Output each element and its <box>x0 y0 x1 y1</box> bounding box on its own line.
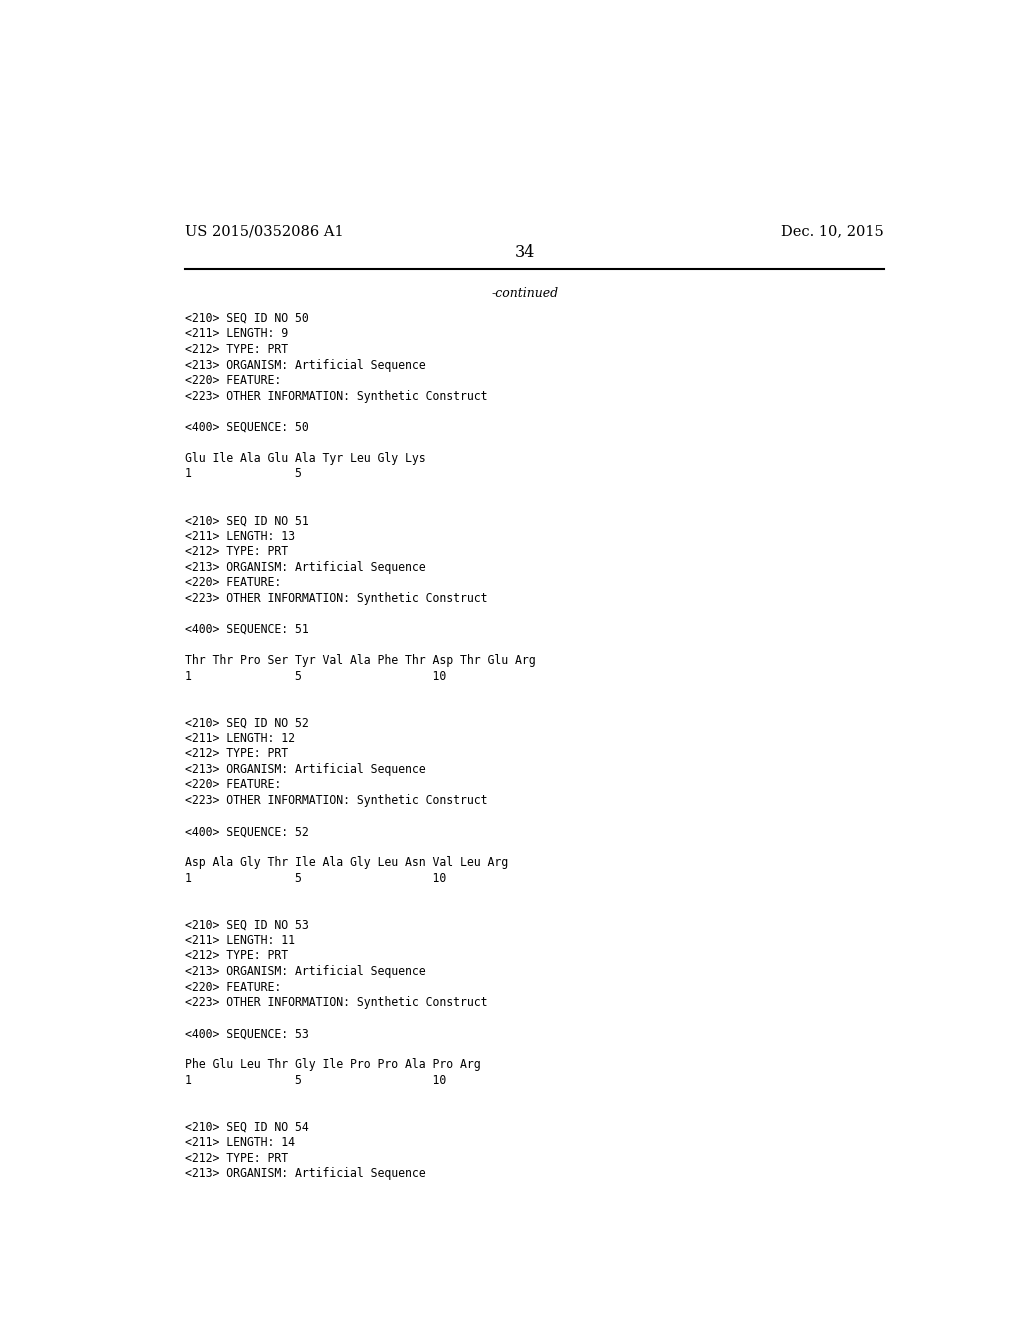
Text: 1               5: 1 5 <box>185 467 302 480</box>
Text: <211> LENGTH: 11: <211> LENGTH: 11 <box>185 935 295 946</box>
Text: <223> OTHER INFORMATION: Synthetic Construct: <223> OTHER INFORMATION: Synthetic Const… <box>185 591 487 605</box>
Text: <213> ORGANISM: Artificial Sequence: <213> ORGANISM: Artificial Sequence <box>185 359 426 371</box>
Text: <220> FEATURE:: <220> FEATURE: <box>185 374 282 387</box>
Text: <212> TYPE: PRT: <212> TYPE: PRT <box>185 343 289 356</box>
Text: <213> ORGANISM: Artificial Sequence: <213> ORGANISM: Artificial Sequence <box>185 1167 426 1180</box>
Text: 1               5                   10: 1 5 10 <box>185 871 446 884</box>
Text: -continued: -continued <box>492 288 558 301</box>
Text: <213> ORGANISM: Artificial Sequence: <213> ORGANISM: Artificial Sequence <box>185 965 426 978</box>
Text: <223> OTHER INFORMATION: Synthetic Construct: <223> OTHER INFORMATION: Synthetic Const… <box>185 997 487 1008</box>
Text: <400> SEQUENCE: 50: <400> SEQUENCE: 50 <box>185 421 309 434</box>
Text: <210> SEQ ID NO 52: <210> SEQ ID NO 52 <box>185 717 309 729</box>
Text: <220> FEATURE:: <220> FEATURE: <box>185 981 282 994</box>
Text: <210> SEQ ID NO 50: <210> SEQ ID NO 50 <box>185 312 309 325</box>
Text: <210> SEQ ID NO 54: <210> SEQ ID NO 54 <box>185 1121 309 1134</box>
Text: <213> ORGANISM: Artificial Sequence: <213> ORGANISM: Artificial Sequence <box>185 763 426 776</box>
Text: <210> SEQ ID NO 53: <210> SEQ ID NO 53 <box>185 919 309 932</box>
Text: Dec. 10, 2015: Dec. 10, 2015 <box>780 224 884 239</box>
Text: Thr Thr Pro Ser Tyr Val Ala Phe Thr Asp Thr Glu Arg: Thr Thr Pro Ser Tyr Val Ala Phe Thr Asp … <box>185 653 536 667</box>
Text: Glu Ile Ala Glu Ala Tyr Leu Gly Lys: Glu Ile Ala Glu Ala Tyr Leu Gly Lys <box>185 451 426 465</box>
Text: <212> TYPE: PRT: <212> TYPE: PRT <box>185 545 289 558</box>
Text: 1               5                   10: 1 5 10 <box>185 1074 446 1086</box>
Text: <220> FEATURE:: <220> FEATURE: <box>185 779 282 792</box>
Text: <211> LENGTH: 13: <211> LENGTH: 13 <box>185 529 295 543</box>
Text: <223> OTHER INFORMATION: Synthetic Construct: <223> OTHER INFORMATION: Synthetic Const… <box>185 389 487 403</box>
Text: <400> SEQUENCE: 52: <400> SEQUENCE: 52 <box>185 825 309 838</box>
Text: 34: 34 <box>515 244 535 261</box>
Text: <212> TYPE: PRT: <212> TYPE: PRT <box>185 747 289 760</box>
Text: <211> LENGTH: 14: <211> LENGTH: 14 <box>185 1137 295 1150</box>
Text: US 2015/0352086 A1: US 2015/0352086 A1 <box>185 224 344 239</box>
Text: <210> SEQ ID NO 51: <210> SEQ ID NO 51 <box>185 513 309 527</box>
Text: <213> ORGANISM: Artificial Sequence: <213> ORGANISM: Artificial Sequence <box>185 561 426 574</box>
Text: Asp Ala Gly Thr Ile Ala Gly Leu Asn Val Leu Arg: Asp Ala Gly Thr Ile Ala Gly Leu Asn Val … <box>185 857 508 869</box>
Text: <223> OTHER INFORMATION: Synthetic Construct: <223> OTHER INFORMATION: Synthetic Const… <box>185 793 487 807</box>
Text: <211> LENGTH: 9: <211> LENGTH: 9 <box>185 327 289 341</box>
Text: <212> TYPE: PRT: <212> TYPE: PRT <box>185 949 289 962</box>
Text: <220> FEATURE:: <220> FEATURE: <box>185 577 282 589</box>
Text: Phe Glu Leu Thr Gly Ile Pro Pro Ala Pro Arg: Phe Glu Leu Thr Gly Ile Pro Pro Ala Pro … <box>185 1059 480 1072</box>
Text: <400> SEQUENCE: 51: <400> SEQUENCE: 51 <box>185 623 309 636</box>
Text: <212> TYPE: PRT: <212> TYPE: PRT <box>185 1151 289 1164</box>
Text: 1               5                   10: 1 5 10 <box>185 669 446 682</box>
Text: <400> SEQUENCE: 53: <400> SEQUENCE: 53 <box>185 1027 309 1040</box>
Text: <211> LENGTH: 12: <211> LENGTH: 12 <box>185 731 295 744</box>
